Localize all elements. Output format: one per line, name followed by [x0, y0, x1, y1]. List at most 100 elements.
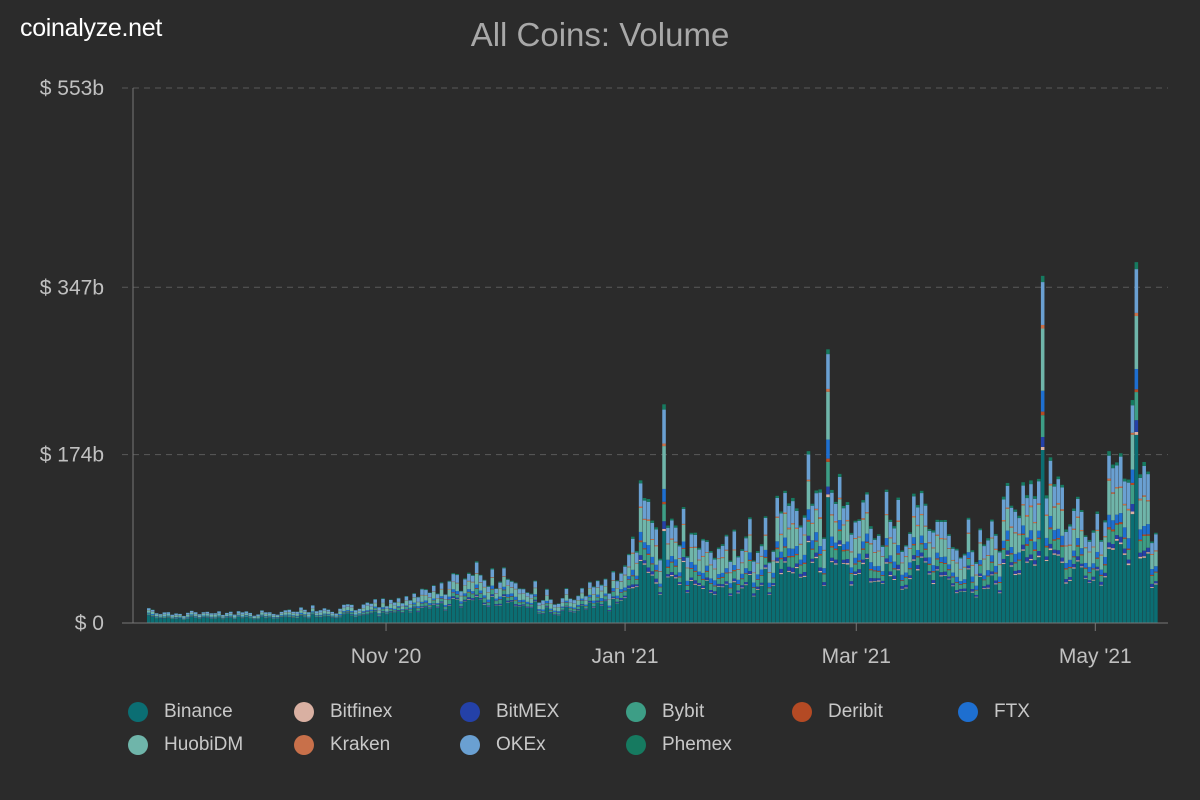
bar-segment-ftx [693, 564, 698, 571]
bar-segment-binance [525, 607, 530, 623]
bar-segment-bybit [880, 575, 885, 581]
legend-item-phemex[interactable]: Phemex [626, 733, 792, 757]
legend-item-deribit[interactable]: Deribit [792, 700, 958, 724]
bar-segment-ftx [1142, 525, 1146, 535]
bar-segment-deribit [685, 585, 690, 586]
bar-segment-bitmex [470, 598, 475, 600]
bar-segment-bitmex [806, 535, 811, 541]
bar-segment-binance [1138, 558, 1143, 623]
bar-segment-okex [537, 602, 541, 606]
bar-segment-bitfinex [467, 599, 471, 600]
bar-segment-ftx [1122, 527, 1127, 538]
bar-segment-ftx [830, 536, 834, 546]
bar-segment-okex [404, 596, 409, 601]
bar-segment-deribit [1052, 539, 1057, 541]
bar-segment-huobidm [186, 614, 190, 617]
bar-segment-bitfinex [474, 596, 479, 598]
bar-segment-huobidm [435, 598, 440, 604]
bar-segment-bybit [1017, 560, 1022, 571]
bar-segment-bybit [408, 609, 413, 612]
bar-segment-bitfinex [970, 591, 975, 593]
bar-segment-deribit [834, 548, 838, 551]
bar-segment-kraken [927, 542, 932, 544]
bar-stack [225, 612, 229, 623]
bar-segment-huobidm [240, 614, 245, 617]
bar-segment-deribit [677, 576, 682, 578]
bar-segment-huobidm [174, 615, 178, 618]
bar-segment-ftx [939, 557, 943, 563]
bar-segment-binance [1079, 567, 1084, 623]
bar-segment-binance [951, 586, 955, 623]
bar-segment-huobidm [857, 537, 861, 554]
bar-segment-kraken [1060, 509, 1064, 511]
bar-segment-bitmex [1072, 563, 1076, 568]
bar-segment-binance [189, 616, 194, 623]
bar-segment-okex [381, 598, 385, 603]
bar-segment-ftx [642, 542, 647, 549]
bar-segment-deribit [502, 589, 506, 591]
bar-segment-bybit [353, 615, 358, 617]
bar-stack [599, 584, 604, 623]
bar-segment-ftx [841, 544, 846, 550]
bar-stack [361, 604, 366, 623]
bar-segment-bybit [689, 569, 694, 578]
bar-segment-deribit [783, 546, 787, 548]
bar-segment-huobidm [888, 538, 893, 556]
bar-segment-bitmex [662, 521, 666, 529]
bar-segment-ftx [307, 616, 311, 618]
legend-item-kraken[interactable]: Kraken [294, 733, 460, 757]
legend-item-binance[interactable]: Binance [128, 700, 294, 724]
bar-segment-ftx [677, 572, 682, 577]
bar-segment-bitfinex [974, 596, 979, 598]
legend-item-huobidm[interactable]: HuobiDM [128, 733, 294, 757]
bar-segment-phemex [638, 480, 643, 484]
bar-segment-ftx [279, 615, 284, 616]
bar-segment-bybit [318, 615, 323, 617]
bar-segment-bybit [947, 570, 951, 577]
bar-segment-okex [564, 588, 569, 595]
bar-segment-binance [634, 587, 639, 623]
bar-segment-huobidm [955, 563, 959, 577]
bar-segment-bitmex [970, 589, 975, 592]
bar-segment-bitfinex [650, 574, 655, 576]
legend-item-bitmex[interactable]: BitMEX [460, 700, 626, 724]
bar-segment-ftx [752, 582, 756, 588]
bar-segment-ftx [884, 538, 889, 546]
bar-segment-deribit [767, 587, 772, 589]
bar-segment-kraken [892, 542, 897, 544]
bar-segment-bybit [291, 616, 295, 618]
bar-segment-binance [1111, 549, 1115, 623]
bar-segment-huobidm [299, 610, 303, 613]
legend-item-ftx[interactable]: FTX [958, 700, 1124, 724]
bar-segment-ftx [424, 600, 428, 603]
bar-segment-binance [474, 597, 479, 623]
bar-segment-bitmex [1126, 559, 1131, 564]
bar-segment-bitfinex [709, 592, 713, 593]
bar-segment-phemex [990, 519, 994, 522]
bar-stack [837, 473, 842, 623]
legend-item-okex[interactable]: OKEx [460, 733, 626, 757]
bar-segment-ftx [178, 616, 182, 618]
bar-stack [439, 582, 444, 623]
legend-item-bitfinex[interactable]: Bitfinex [294, 700, 460, 724]
bar-segment-phemex [506, 578, 510, 580]
bar-segment-huobidm [260, 612, 264, 615]
bar-segment-bitmex [794, 563, 799, 567]
legend-item-bybit[interactable]: Bybit [626, 700, 792, 724]
bar-stack [912, 493, 916, 623]
bar-segment-bybit [568, 608, 573, 611]
bar-stack [396, 597, 401, 623]
bar-segment-bybit [607, 607, 612, 611]
bar-segment-bitmex [1079, 563, 1084, 567]
bar-segment-binance [529, 607, 534, 623]
bar-stack [158, 613, 163, 623]
bar-segment-bybit [759, 575, 764, 583]
bar-segment-binance [1025, 562, 1029, 623]
bar-segment-phemex [720, 544, 725, 546]
bar-segment-bybit [912, 545, 916, 556]
bar-segment-phemex [783, 490, 787, 494]
bar-segment-okex [225, 612, 229, 615]
bar-segment-okex [205, 611, 210, 614]
bar-segment-bybit [420, 603, 424, 607]
bar-stack [748, 517, 752, 623]
